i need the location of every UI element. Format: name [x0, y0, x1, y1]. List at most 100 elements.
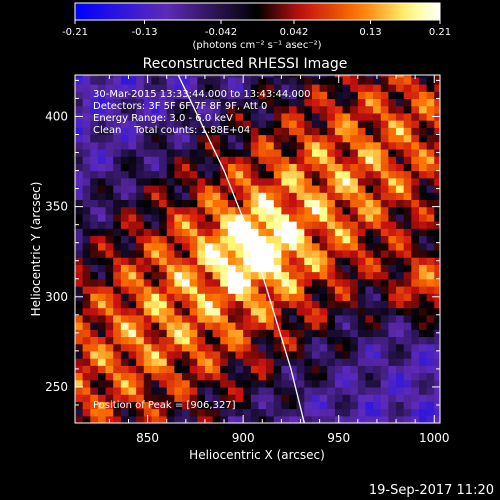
- heatmap-cell: [296, 105, 305, 114]
- heatmap-cell: [189, 372, 198, 381]
- heatmap-cell: [365, 141, 374, 150]
- heatmap-cell: [220, 156, 229, 164]
- heatmap-cell: [90, 408, 99, 417]
- heatmap-cell: [304, 228, 313, 237]
- heatmap-cell: [334, 293, 344, 301]
- heatmap-cell: [151, 75, 160, 78]
- heatmap-cell: [75, 322, 84, 330]
- heatmap-cell: [82, 91, 91, 100]
- heatmap-cell: [281, 372, 290, 381]
- heatmap-cell: [113, 314, 122, 323]
- heatmap-cell: [373, 213, 382, 222]
- heatmap-cell: [365, 242, 374, 251]
- heatmap-cell: [82, 84, 91, 92]
- heatmap-cell: [418, 75, 428, 78]
- heatmap-cell: [159, 394, 168, 402]
- heatmap-cell: [97, 314, 107, 323]
- heatmap-cell: [266, 184, 275, 193]
- heatmap-cell: [204, 163, 214, 172]
- heatmap-cell: [75, 264, 84, 273]
- heatmap-cell: [311, 386, 321, 395]
- heatmap-cell: [113, 264, 122, 273]
- heatmap-cell: [75, 134, 84, 143]
- heatmap-cell: [289, 177, 298, 186]
- heatmap-cell: [327, 293, 336, 301]
- heatmap-cell: [334, 206, 344, 215]
- heatmap-cell: [403, 141, 412, 150]
- heatmap-cell: [182, 170, 191, 179]
- heatmap-cell: [273, 336, 282, 345]
- heatmap-cell: [357, 415, 367, 423]
- heatmap-cell: [327, 379, 336, 388]
- heatmap-cell: [227, 170, 237, 179]
- heatmap-cell: [373, 184, 382, 193]
- heatmap-cell: [304, 105, 313, 114]
- heatmap-cell: [120, 372, 130, 381]
- heatmap-cell: [373, 314, 382, 323]
- heatmap-cell: [235, 228, 244, 237]
- heatmap-cell: [174, 271, 183, 280]
- heatmap-cell: [97, 293, 107, 301]
- heatmap-cell: [403, 184, 412, 193]
- heatmap-cell: [166, 148, 175, 157]
- heatmap-cell: [189, 98, 198, 107]
- heatmap-cell: [159, 98, 168, 107]
- heatmap-cell: [250, 415, 260, 423]
- heatmap-cell: [350, 271, 359, 280]
- heatmap-cell: [128, 163, 137, 172]
- heatmap-cell: [166, 213, 175, 222]
- heatmap-cell: [227, 415, 237, 423]
- heatmap-cell: [388, 350, 397, 359]
- heatmap-cell: [128, 134, 137, 143]
- heatmap-cell: [296, 379, 305, 388]
- heatmap-cell: [159, 372, 168, 381]
- heatmap-cell: [342, 141, 351, 150]
- heatmap-cell: [350, 148, 359, 157]
- heatmap-cell: [357, 221, 367, 229]
- heatmap-cell: [273, 105, 282, 114]
- heatmap-cell: [396, 343, 405, 352]
- heatmap-cell: [189, 394, 198, 402]
- heatmap-cell: [289, 76, 298, 85]
- heatmap-cell: [380, 365, 390, 374]
- heatmap-cell: [426, 76, 435, 85]
- heatmap-cell: [396, 285, 405, 294]
- heatmap-cell: [273, 98, 282, 107]
- colorbar: -0.21 -0.13 -0.042 0.042 0.13 0.21 (photons c…: [62, 2, 451, 51]
- heatmap-cell: [426, 242, 435, 251]
- heatmap-cell: [327, 91, 336, 100]
- heatmap-cell: [204, 285, 214, 294]
- heatmap-cell: [250, 84, 260, 92]
- heatmap-cell: [357, 329, 367, 338]
- heatmap-cell: [258, 76, 267, 85]
- heatmap-cell: [189, 192, 198, 201]
- heatmap-cell: [182, 105, 191, 114]
- heatmap-cell: [235, 105, 244, 114]
- heatmap-cell: [250, 307, 260, 316]
- heatmap-cell: [396, 228, 405, 237]
- heatmap-cell: [342, 91, 351, 100]
- heatmap-cell: [403, 76, 412, 85]
- heatmap-cell: [159, 213, 168, 222]
- heatmap-cell: [357, 170, 367, 179]
- heatmap-cell: [266, 177, 275, 186]
- heatmap-cell: [411, 401, 420, 410]
- heatmap-cell: [388, 386, 397, 395]
- heatmap-cell: [105, 148, 114, 157]
- heatmap-cell: [113, 105, 122, 114]
- heatmap-cell: [189, 221, 198, 229]
- heatmap-cell: [365, 213, 374, 222]
- heatmap-cell: [319, 141, 328, 150]
- heatmap-cell: [82, 257, 91, 265]
- heatmap-cell: [380, 415, 390, 423]
- heatmap-cell: [396, 264, 405, 273]
- heatmap-cell: [182, 408, 191, 417]
- heatmap-cell: [212, 91, 221, 100]
- heatmap-cell: [365, 105, 374, 114]
- heatmap-cell: [235, 213, 244, 222]
- heatmap-cell: [373, 293, 382, 301]
- heatmap-cell: [90, 350, 99, 359]
- heatmap-cell: [365, 163, 374, 172]
- heatmap-cell: [304, 184, 313, 193]
- heatmap-cell: [411, 177, 420, 186]
